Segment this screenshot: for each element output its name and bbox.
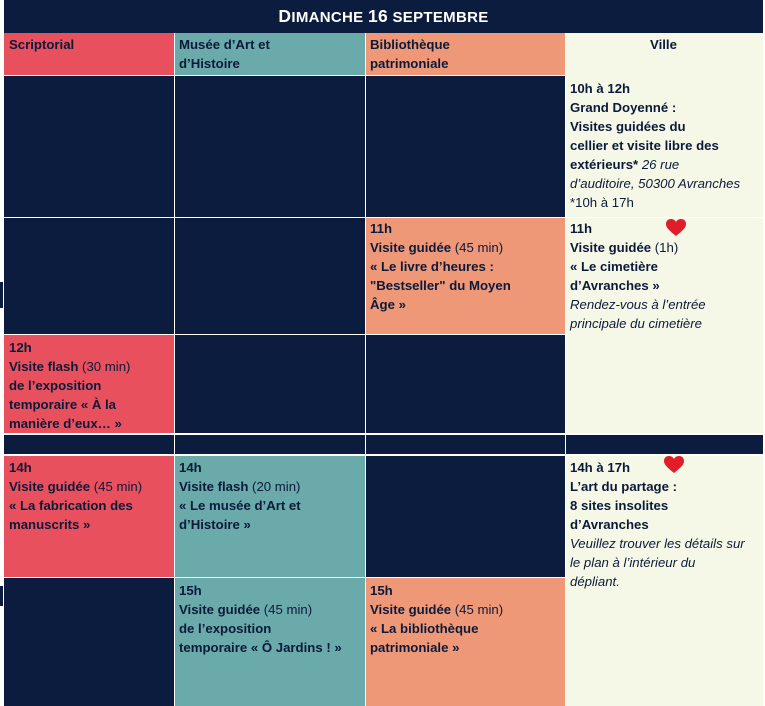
page-title: DIMANCHE 16 SEPTEMBRE [4,0,763,33]
event-scriptorial-fabrication-manuscrits: 14h Visite guidée (45 min) « La fabricat… [4,456,174,577]
empty-slot [4,577,174,706]
lunch-break-row [4,435,763,454]
column-header-scriptorial: Scriptorial [4,33,174,75]
empty-slot [174,334,365,433]
event-ville-cimetiere: 11h Visite guidée (1h) « Le cimetière d’… [565,217,763,433]
heart-icon [664,456,684,473]
event-musee-visite-flash: 14h Visite flash (20 min) « Le musée d’A… [174,456,365,577]
edge-mark [0,586,3,606]
grid-line [4,334,565,335]
edge-mark [0,282,3,308]
grid-line [565,33,566,706]
heart-icon [666,219,686,236]
column-header-ville: Ville [565,33,763,75]
grid-line [174,33,175,706]
event-bibliotheque-livre-heures: 11h Visite guidée (45 min) « Le livre d’… [365,217,565,334]
empty-slot [4,75,174,217]
event-musee-o-jardins: 15h Visite guidée (45 min) de l’expositi… [174,577,365,706]
grid-line [4,433,763,435]
grid-line [4,217,763,218]
grid-line [4,454,763,456]
empty-slot [365,456,565,577]
empty-slot [174,75,365,217]
grid-line [365,33,366,706]
empty-slot [365,75,565,217]
event-scriptorial-expo-temporaire: 12h Visite flash (30 min) de l’expositio… [4,334,174,433]
grid-line [4,75,565,76]
column-header-musee: Musée d’Art et d’Histoire [174,33,365,75]
event-bibliotheque-patrimoniale: 15h Visite guidée (45 min) « La biblioth… [365,577,565,706]
grid-line [4,577,565,578]
event-ville-grand-doyenne: 10h à 12h Grand Doyenné : Visites guidée… [565,75,763,217]
empty-slot [174,217,365,334]
column-header-bibliotheque: Bibliothèque patrimoniale [365,33,565,75]
empty-slot [4,217,174,334]
event-ville-art-du-partage: 14h à 17h L’art du partage : 8 sites ins… [565,456,763,706]
empty-slot [365,334,565,433]
